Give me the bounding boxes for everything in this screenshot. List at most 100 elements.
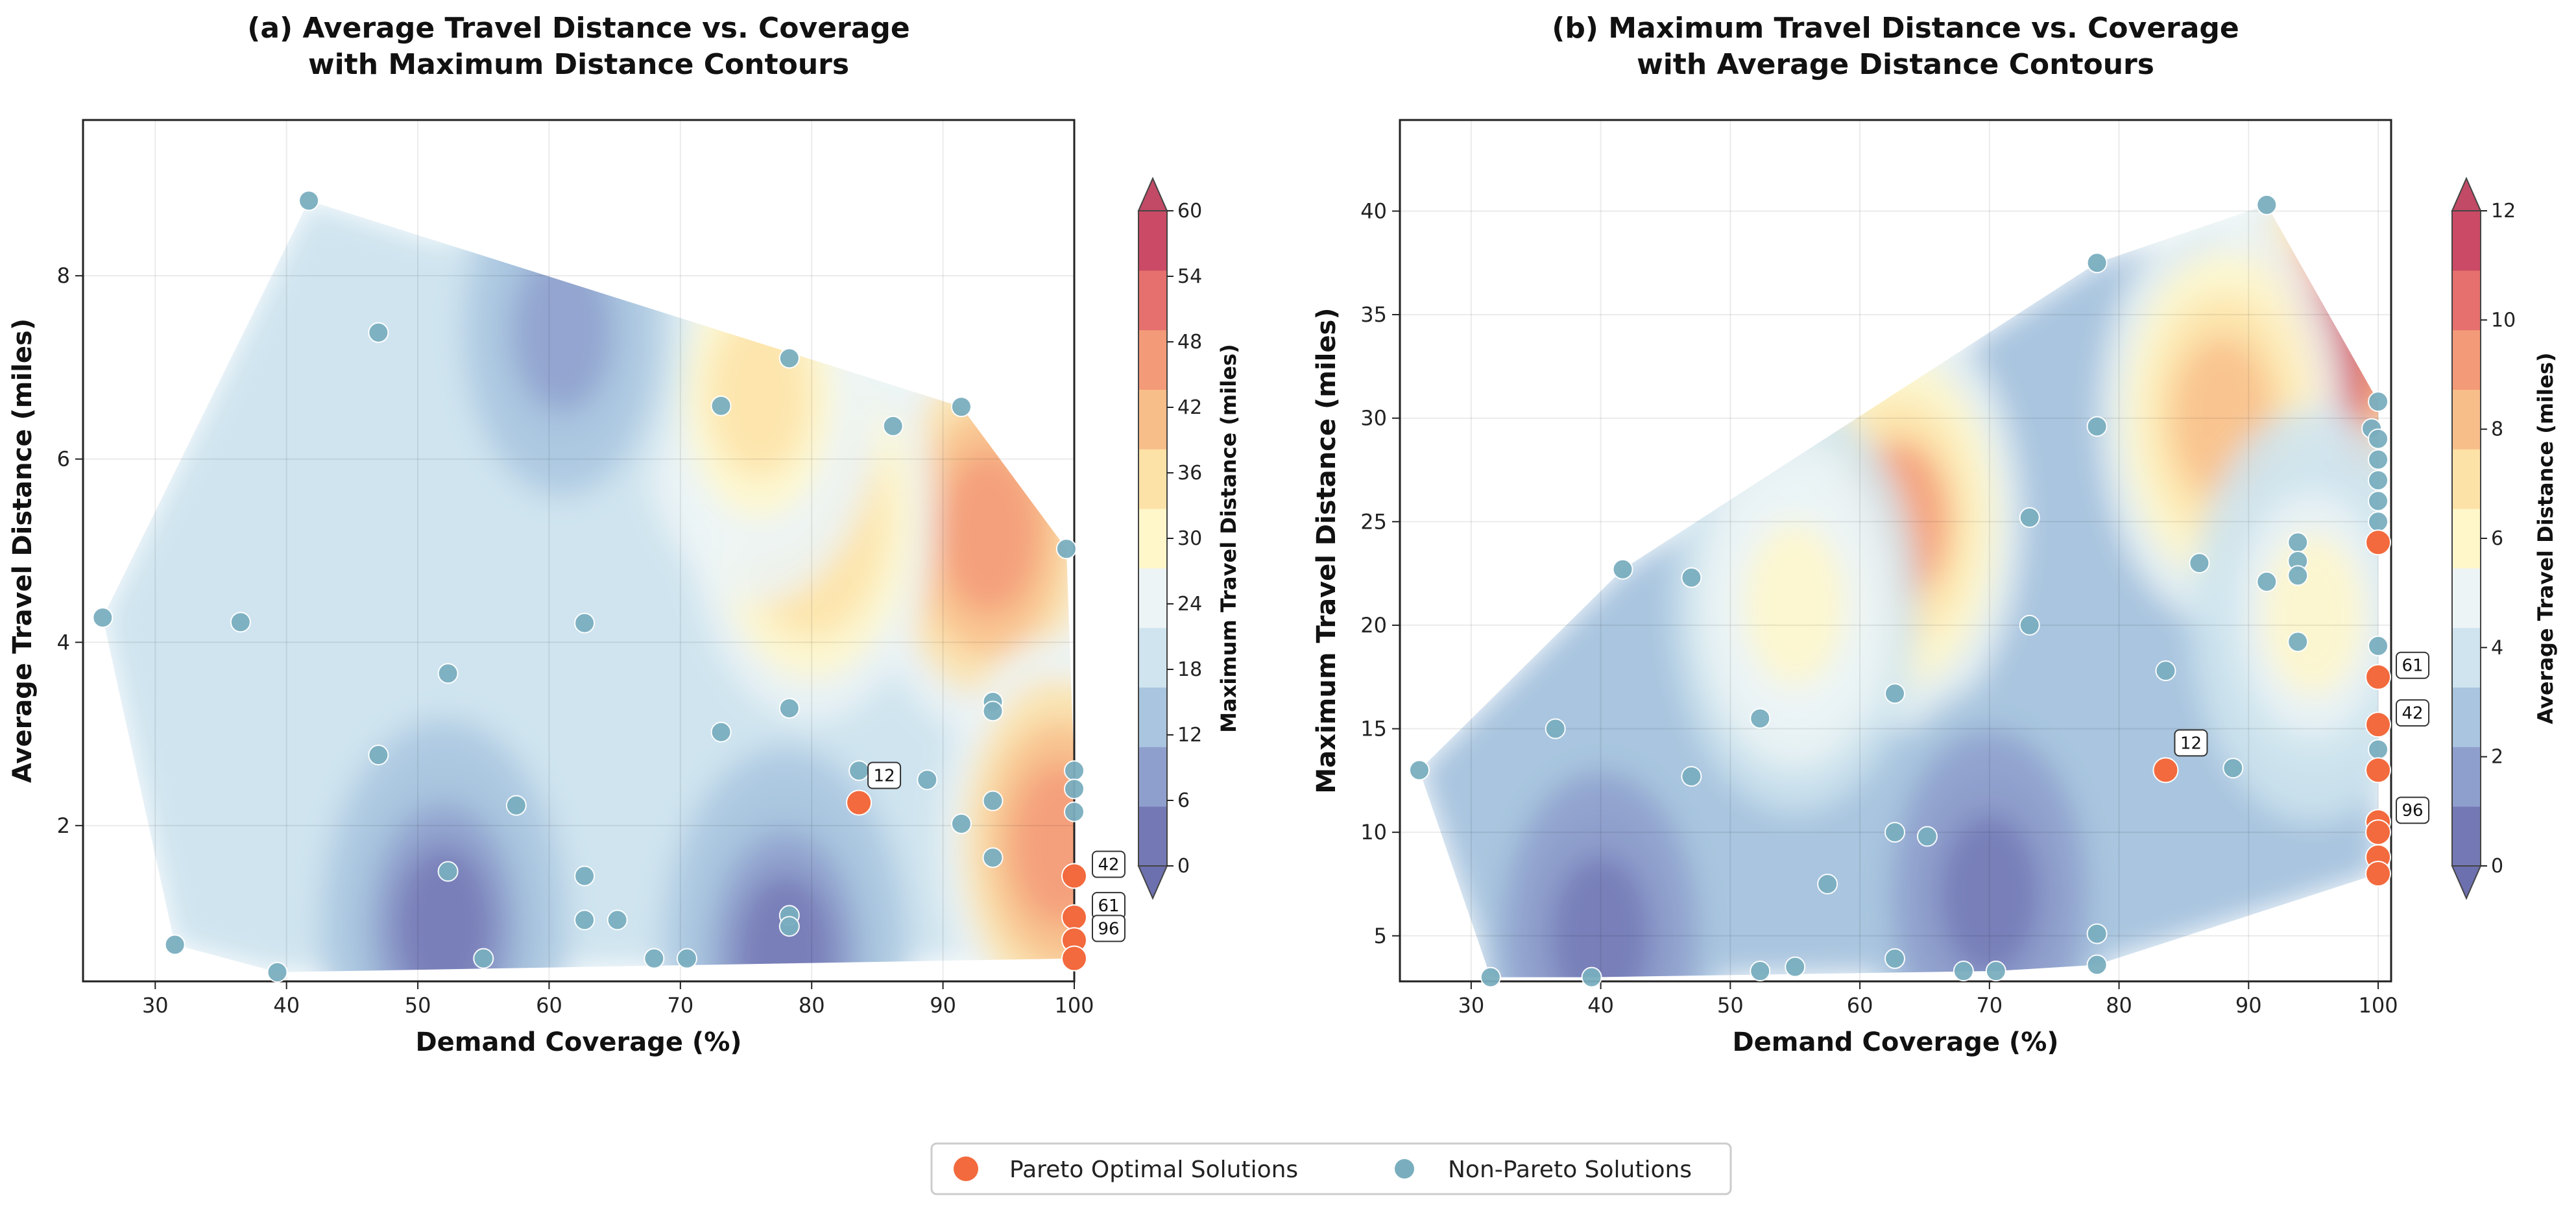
non-pareto-point (2086, 252, 2108, 274)
colorbar-tick-label-7: 42 (1177, 396, 1202, 419)
non-pareto-point (950, 396, 972, 418)
colorbar-segment-4 (2452, 568, 2481, 629)
contour-blob-3-3 (512, 249, 613, 412)
non-pareto-point (267, 961, 288, 983)
colorbar: 0 2 4 6 8 10 12 Average Travel Distance (miles) (2451, 176, 2558, 900)
pareto-annotation-box (1092, 850, 1125, 878)
pareto-points: 12 61 42 96 (2152, 529, 2430, 887)
non-pareto-point (2019, 614, 2040, 636)
colorbar-tick-label-2: 4 (2491, 636, 2503, 659)
non-pareto-point (1750, 708, 1771, 729)
colorbar-segment-1 (2452, 747, 2481, 807)
legend-label-pareto: Pareto Optimal Solutions (1009, 1156, 1298, 1183)
non-pareto-point (2287, 631, 2309, 653)
chart-title: (b) Maximum Travel Distance vs. Coverage… (1552, 12, 2239, 81)
non-pareto-points (1408, 194, 2389, 988)
y-tick-label-0: 2 (57, 813, 70, 838)
non-pareto-points (92, 190, 1085, 983)
y-tick-label-1: 10 (1360, 820, 1387, 845)
non-pareto-point (2256, 571, 2278, 592)
x-tick-label-7: 100 (1054, 993, 1094, 1018)
colorbar-tick-label-6: 12 (2491, 200, 2516, 222)
colorbar-segment-0 (1138, 806, 1167, 867)
non-pareto-point (2368, 391, 2389, 413)
contour-blob-5-3 (1550, 854, 1652, 981)
non-pareto-point (298, 190, 320, 211)
x-tick-label-6: 90 (930, 993, 956, 1018)
colorbar-segment-2 (1138, 687, 1167, 747)
pareto-annotation-label: 96 (2401, 801, 2423, 821)
non-pareto-point (2086, 923, 2108, 944)
non-pareto-point (1055, 538, 1077, 560)
x-tick-label-3: 60 (536, 993, 562, 1018)
pareto-annotation-box (867, 761, 902, 789)
non-pareto-point (437, 861, 459, 882)
non-pareto-point (164, 934, 186, 955)
pareto-annotation-label: 42 (1098, 856, 1119, 875)
non-pareto-point (2368, 635, 2389, 656)
non-pareto-point (1064, 778, 1085, 800)
contour-blob-4-3 (1939, 813, 2040, 976)
pareto-annotation-label: 96 (1098, 919, 1119, 939)
pareto-point (1061, 863, 1087, 889)
x-tick-label-2: 50 (405, 993, 431, 1018)
x-tick-label-7: 100 (2358, 993, 2398, 1018)
colorbar-tick-label-1: 6 (1177, 789, 1190, 812)
colorbar-segment-3 (1138, 627, 1167, 688)
colorbar-tick-label-0: 0 (1177, 855, 1190, 878)
non-pareto-point (2222, 758, 2244, 779)
contour-blob-6-3 (2263, 533, 2364, 696)
x-tick-label-3: 60 (1847, 993, 1873, 1018)
non-pareto-point (710, 395, 732, 416)
pareto-annotation-box (2396, 699, 2430, 727)
non-pareto-point (644, 948, 665, 969)
non-pareto-point (676, 948, 697, 969)
non-pareto-point (1480, 966, 1501, 988)
colorbar-segment-7 (2452, 389, 2481, 449)
colorbar-segment-8 (2452, 329, 2481, 390)
non-pareto-point (917, 769, 938, 791)
non-pareto-point (2086, 416, 2108, 437)
colorbar-extend-max (1137, 176, 1168, 211)
colorbar-tick-label-5: 10 (2491, 309, 2516, 331)
non-pareto-point (2189, 553, 2210, 574)
non-pareto-point (1750, 961, 1771, 982)
non-pareto-point (2256, 194, 2278, 215)
x-tick-label-6: 90 (2235, 993, 2262, 1018)
pareto-point (2152, 757, 2179, 784)
legend-box (930, 1142, 1732, 1195)
non-pareto-point (2086, 954, 2108, 976)
colorbar-segment-5 (1138, 509, 1167, 569)
pareto-point (2365, 664, 2392, 690)
non-pareto-point (710, 721, 732, 743)
x-tick-label-0: 30 (1458, 993, 1484, 1018)
y-axis-label: Maximum Travel Distance (miles) (1312, 307, 1342, 793)
colorbar-segment-9 (2452, 270, 2481, 331)
non-pareto-point (950, 813, 972, 835)
pareto-point (846, 789, 873, 816)
non-pareto-point (2368, 511, 2389, 533)
non-pareto-point (1581, 966, 1602, 988)
colorbar-segment-6 (1138, 449, 1167, 509)
non-pareto-point (505, 795, 527, 816)
contour-field (83, 120, 1074, 981)
colorbar-segment-10 (2452, 211, 2481, 271)
contour-blob-4-3 (394, 845, 495, 981)
non-pareto-point (778, 916, 800, 937)
non-pareto-point (230, 612, 251, 633)
colorbar-segment-10 (1138, 211, 1167, 271)
colorbar-segment-4 (1138, 568, 1167, 629)
x-tick-label-4: 70 (1976, 993, 2003, 1018)
pareto-annotation-box (2174, 729, 2208, 757)
non-pareto-point (1884, 822, 1906, 843)
colorbar-tick-label-6: 36 (1177, 462, 1202, 485)
pareto-annotation-box (2396, 651, 2430, 679)
non-pareto-point (2019, 507, 2040, 528)
legend-marker-pareto (954, 1156, 978, 1181)
y-axis-label: Average Travel Distance (miles) (8, 318, 38, 783)
non-pareto-point (849, 760, 870, 782)
y-tick-label-5: 30 (1360, 406, 1387, 431)
contour-outside-mask (83, 120, 1074, 981)
